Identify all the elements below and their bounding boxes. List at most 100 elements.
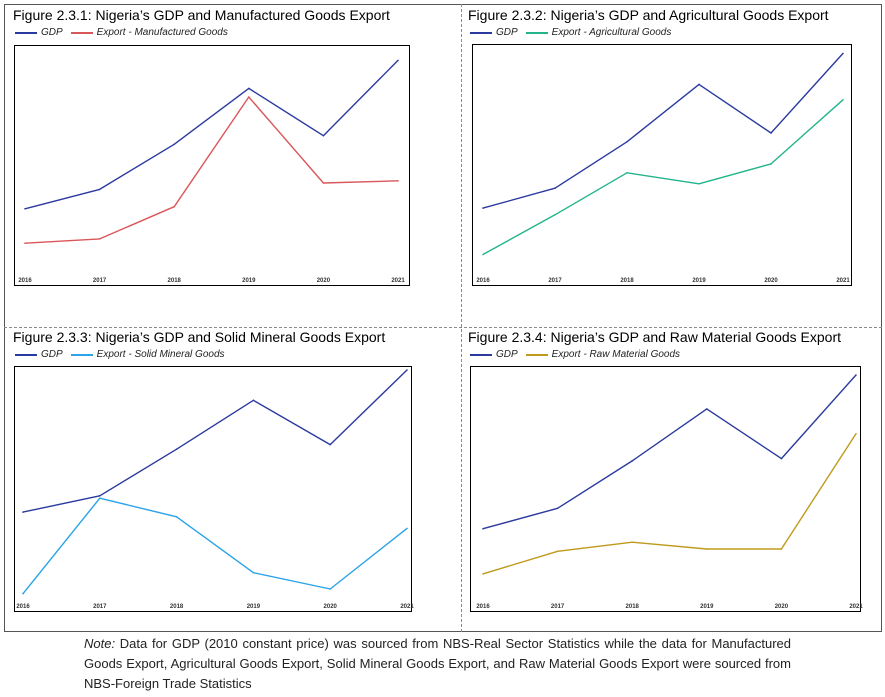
- export-data-point: [98, 238, 101, 240]
- gdp-data-point: [631, 460, 633, 462]
- legend-swatch: [470, 31, 492, 34]
- chart-panel-manufactured: Figure 2.3.1: Nigeria’s GDP and Manufact…: [13, 7, 458, 325]
- chart-legend: GDP Export - Agricultural Goods: [470, 27, 679, 38]
- export-series-line: [24, 96, 399, 244]
- export-data-point: [252, 571, 255, 574]
- chart-panel-raw-material: Figure 2.3.4: Nigeria’s GDP and Raw Mate…: [468, 329, 880, 619]
- legend-swatch: [15, 353, 37, 356]
- chart-legend: GDP Export - Manufactured Goods: [15, 27, 236, 38]
- x-tick-label: 2019: [700, 604, 714, 610]
- gdp-data-point: [248, 87, 250, 90]
- x-tick-label: 2020: [775, 604, 789, 610]
- legend-item-export: Export - Manufactured Goods: [70, 27, 228, 38]
- chart-panel-solid-mineral: Figure 2.3.3: Nigeria’s GDP and Solid Mi…: [13, 329, 458, 619]
- legend-item-export: Export - Agricultural Goods: [525, 27, 672, 38]
- export-data-point: [842, 99, 844, 101]
- chart-title: Figure 2.3.3: Nigeria’s GDP and Solid Mi…: [13, 329, 386, 345]
- export-data-point: [173, 205, 175, 208]
- gdp-series-line: [482, 374, 857, 530]
- note-text: Data for GDP (2010 constant price) was s…: [84, 636, 791, 691]
- export-data-point: [397, 180, 399, 182]
- line-chart-svg: 2016 2017 2018 2019 2020 2021: [18, 59, 405, 284]
- gdp-data-point: [556, 507, 559, 510]
- legend-label: GDP: [41, 349, 63, 360]
- legend-label: GDP: [496, 27, 518, 38]
- gdp-data-point: [626, 141, 628, 143]
- plot-area: 2016 2017 2018 2019 2020 2021: [470, 366, 863, 612]
- export-data-point: [22, 592, 24, 595]
- x-tick-label: 2020: [317, 278, 331, 284]
- x-tick-label: 2021: [391, 278, 405, 284]
- chart-title: Figure 2.3.1: Nigeria’s GDP and Manufact…: [13, 7, 390, 23]
- gdp-data-point: [329, 443, 332, 446]
- gdp-data-point: [173, 143, 175, 146]
- line-chart-svg: 2016 2017 2018 2019 2020 2021: [476, 374, 863, 610]
- export-data-point: [770, 163, 772, 165]
- export-series-line: [22, 497, 408, 595]
- legend-label: GDP: [496, 349, 518, 360]
- legend-label: Export - Solid Mineral Goods: [96, 349, 225, 360]
- gdp-data-point: [252, 399, 255, 402]
- legend-item-gdp: GDP: [470, 27, 518, 38]
- legend-label: Export - Agricultural Goods: [551, 27, 672, 38]
- legend-swatch: [470, 353, 492, 356]
- export-data-point: [99, 497, 101, 499]
- export-data-point: [482, 573, 484, 575]
- x-tick-label: 2018: [168, 278, 182, 284]
- gdp-data-point: [24, 208, 26, 210]
- x-tick-label: 2016: [476, 604, 490, 610]
- plot-area: 2016 2017 2018 2019 2020 2021: [14, 45, 410, 286]
- gdp-data-point: [322, 134, 325, 137]
- legend-swatch: [525, 353, 548, 356]
- chart-title: Figure 2.3.4: Nigeria’s GDP and Raw Mate…: [468, 329, 841, 345]
- legend-item-gdp: GDP: [15, 27, 63, 38]
- export-data-point: [855, 433, 857, 435]
- horizontal-divider: [4, 327, 882, 328]
- gdp-data-point: [482, 207, 484, 209]
- gdp-data-point: [554, 187, 556, 189]
- export-series-line: [482, 433, 857, 575]
- figure-frame: [4, 4, 882, 632]
- gdp-series-line: [24, 59, 399, 210]
- x-tick-label: 2019: [247, 604, 261, 610]
- legend-swatch: [525, 31, 548, 34]
- chart-legend: GDP Export - Raw Material Goods: [470, 349, 688, 360]
- gdp-data-point: [855, 374, 857, 376]
- x-tick-label: 2021: [400, 604, 414, 610]
- x-tick-label: 2021: [836, 278, 850, 284]
- x-tick-label: 2020: [764, 278, 778, 284]
- plot-area: 2016 2017 2018 2019 2020 2021: [472, 44, 852, 286]
- x-tick-label: 2018: [626, 604, 640, 610]
- x-tick-label: 2016: [476, 278, 490, 284]
- gdp-data-point: [698, 83, 700, 86]
- gdp-data-point: [482, 527, 484, 530]
- x-tick-label: 2018: [620, 278, 634, 284]
- x-tick-label: 2019: [242, 278, 256, 284]
- x-tick-label: 2017: [548, 278, 562, 284]
- x-tick-label: 2019: [692, 278, 706, 284]
- legend-label: Export - Raw Material Goods: [551, 349, 681, 360]
- export-data-point: [248, 96, 250, 98]
- chart-legend: GDP Export - Solid Mineral Goods: [15, 349, 233, 360]
- line-chart-svg: 2016 2017 2018 2019 2020 2021: [476, 52, 850, 284]
- vertical-divider: [461, 4, 462, 632]
- chart-panel-agricultural: Figure 2.3.2: Nigeria’s GDP and Agricult…: [468, 7, 880, 325]
- gdp-data-point: [842, 52, 844, 55]
- export-data-point: [322, 182, 325, 184]
- x-tick-label: 2017: [551, 604, 565, 610]
- gdp-data-point: [780, 457, 783, 460]
- gdp-series-line: [482, 52, 844, 209]
- legend-label: Export - Manufactured Goods: [96, 27, 228, 38]
- legend-item-gdp: GDP: [15, 349, 63, 360]
- export-data-point: [631, 541, 633, 543]
- legend-swatch: [70, 353, 93, 356]
- export-series-line: [482, 99, 844, 256]
- legend-label: GDP: [41, 27, 63, 38]
- gdp-data-point: [99, 495, 101, 497]
- line-chart-svg: 2016 2017 2018 2019 2020 2021: [16, 369, 414, 610]
- x-tick-label: 2016: [18, 278, 32, 284]
- x-tick-label: 2017: [93, 604, 107, 610]
- legend-item-export: Export - Solid Mineral Goods: [70, 349, 225, 360]
- legend-swatch: [70, 31, 93, 34]
- gdp-data-point: [175, 448, 178, 450]
